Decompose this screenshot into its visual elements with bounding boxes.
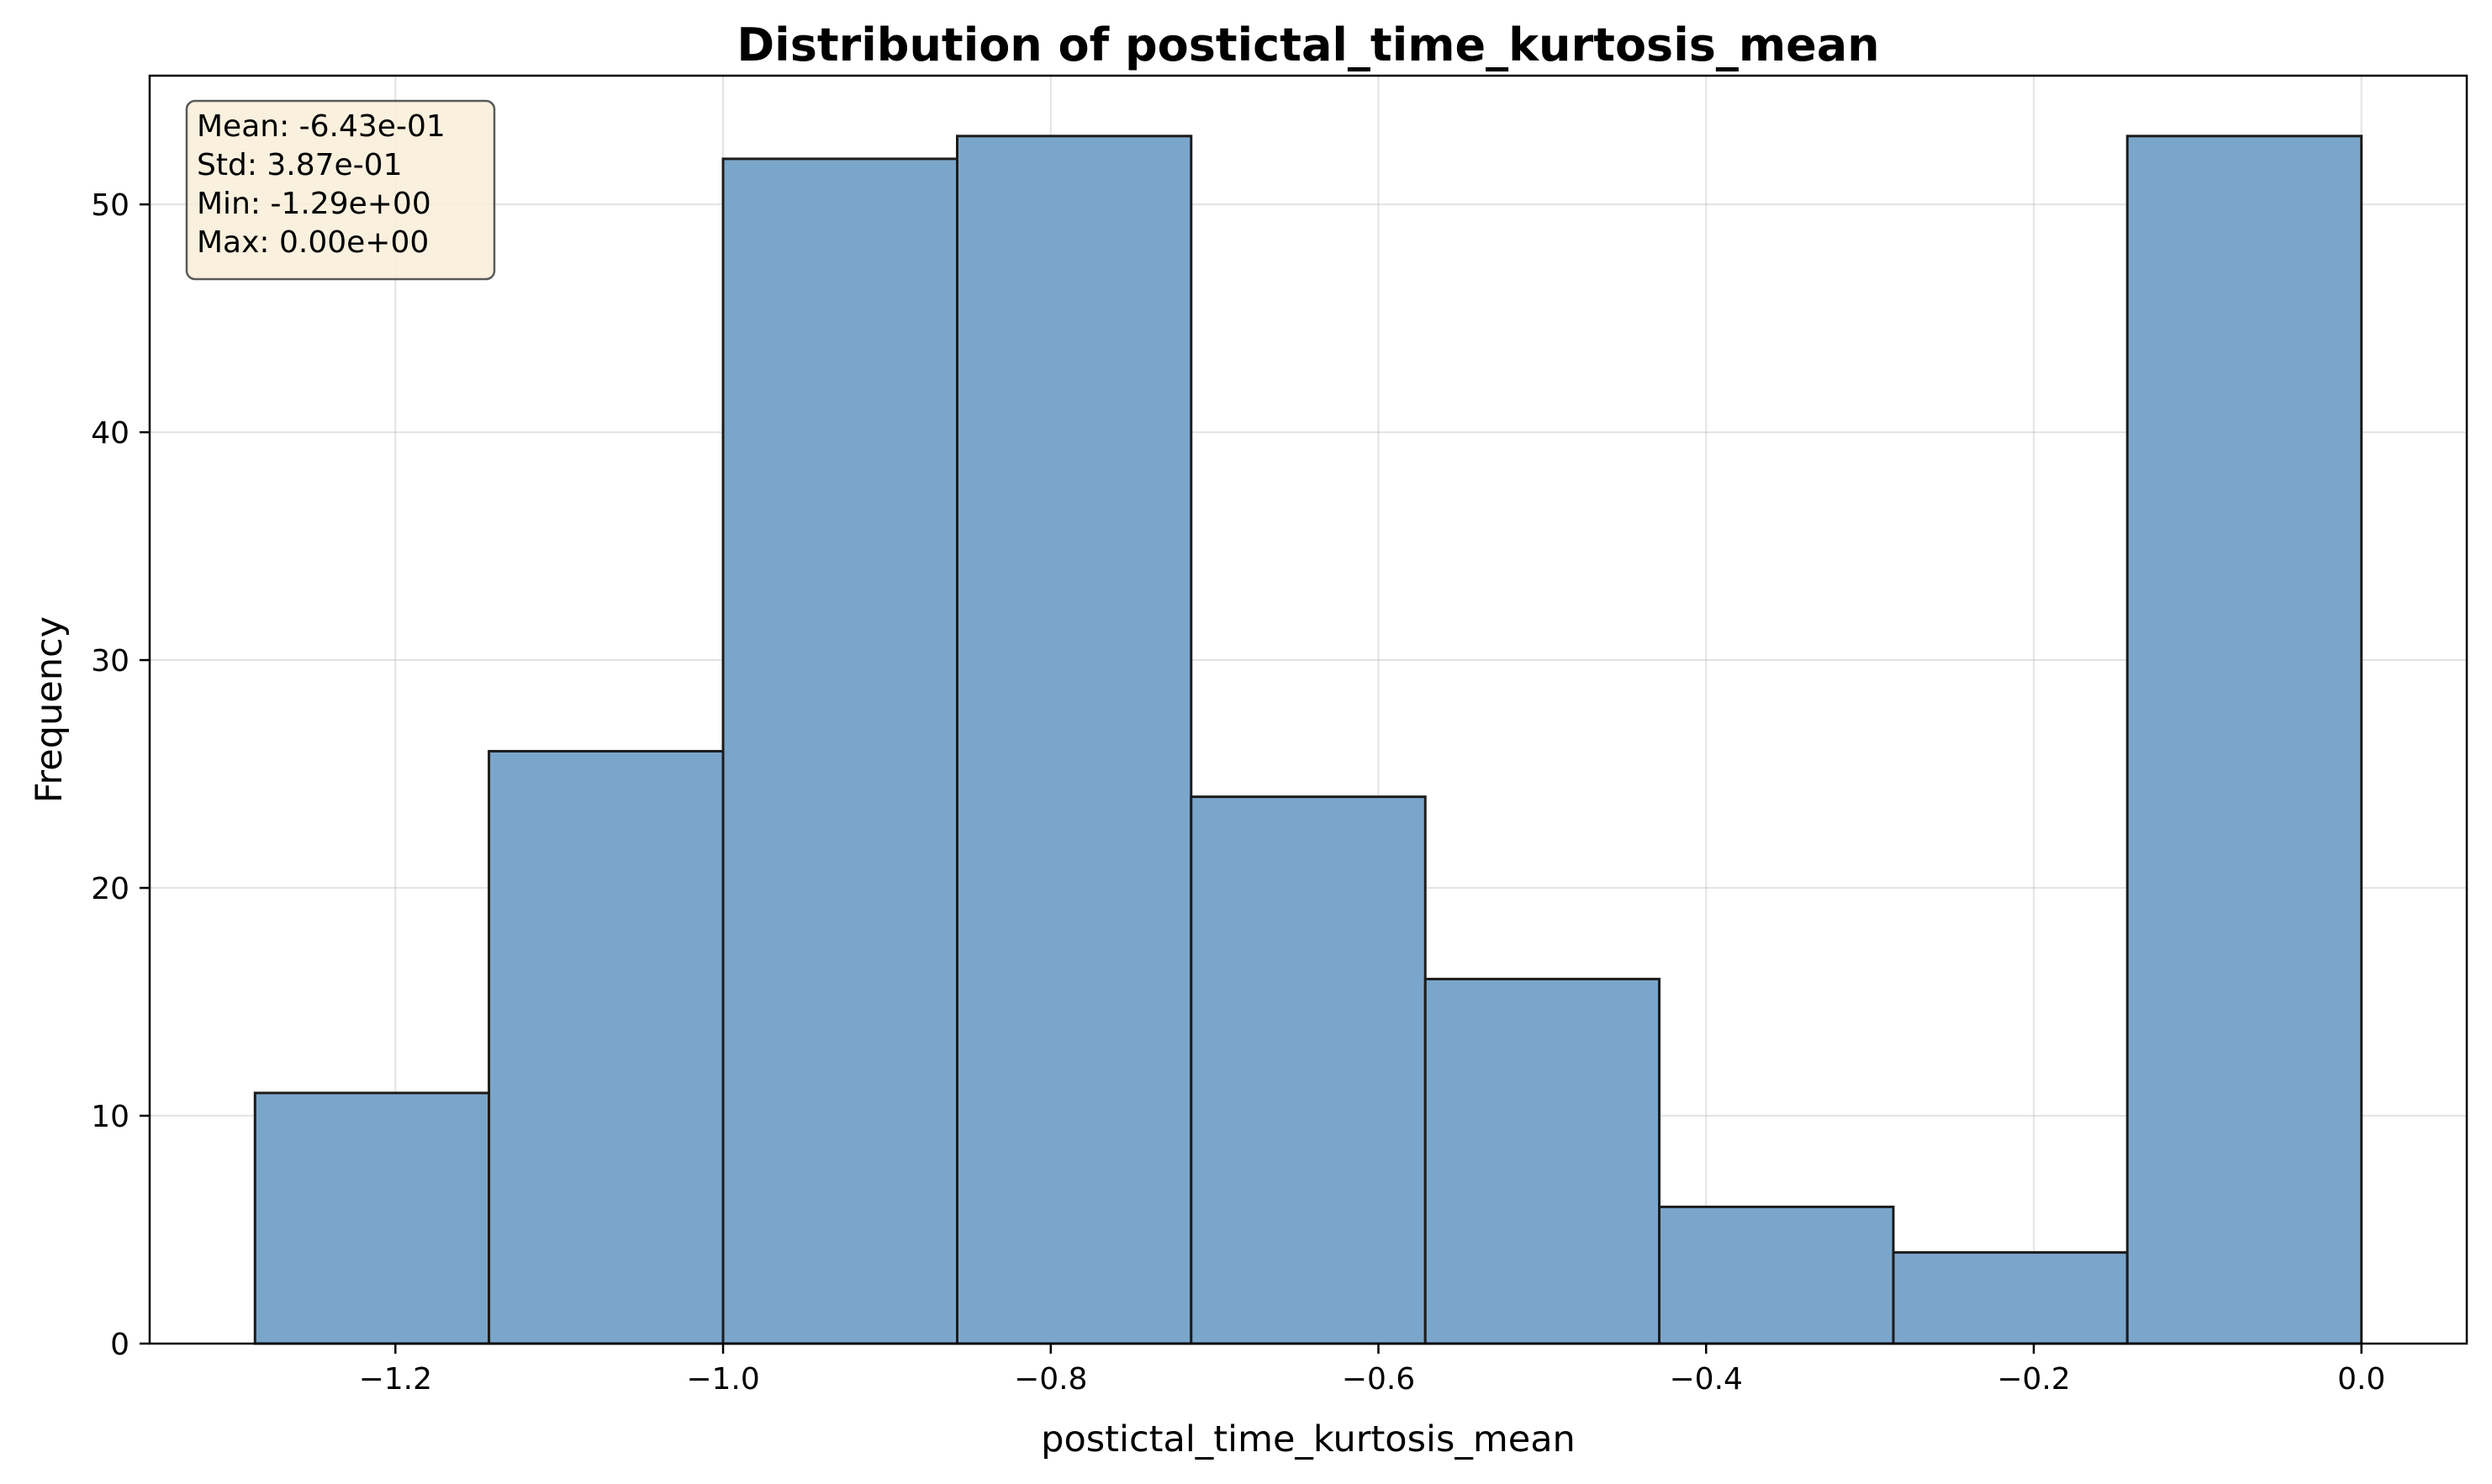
x-axis-label: postictal_time_kurtosis_mean [1041, 1418, 1576, 1460]
histogram-bar [253, 1091, 491, 1345]
histogram-bar [488, 749, 725, 1345]
y-tick-label: 10 [91, 1100, 129, 1134]
x-tick-label: −0.4 [1670, 1362, 1743, 1397]
x-tick-label: −0.2 [1997, 1362, 2070, 1397]
x-tick-label: −1.2 [359, 1362, 432, 1397]
histogram-bar [1658, 1205, 1895, 1345]
chart-title: Distribution of postictal_time_kurtosis_… [737, 18, 1879, 71]
x-tick-label: 0.0 [2337, 1362, 2385, 1397]
y-tick-label: 40 [91, 416, 129, 451]
stats-std: Std: 3.87e-01 [197, 148, 403, 182]
histogram-bar [721, 157, 958, 1345]
stats-mean: Mean: -6.43e-01 [197, 109, 446, 144]
y-tick-label: 20 [91, 872, 129, 906]
x-tick-label: −0.6 [1342, 1362, 1415, 1397]
x-tick-label: −1.0 [686, 1362, 759, 1397]
plot-frame [148, 74, 2468, 1345]
y-axis-ticks: 0 10 20 30 40 50 [91, 188, 150, 1362]
histogram-bar [1892, 1251, 2129, 1345]
stats-box-background [185, 99, 496, 281]
y-tick-label: 50 [91, 188, 129, 223]
y-tick-label: 0 [110, 1328, 129, 1362]
stats-box: Mean: -6.43e-01 Std: 3.87e-01 Min: -1.29… [185, 99, 496, 281]
histogram-bars [253, 135, 2363, 1345]
stats-max: Max: 0.00e+00 [197, 225, 429, 260]
histogram-bar [955, 135, 1193, 1345]
y-axis-label: Frequency [29, 616, 71, 803]
histogram-bar [2125, 135, 2363, 1345]
histogram-bar [1190, 795, 1427, 1345]
histogram-bar [1423, 977, 1661, 1345]
x-tick-label: −0.8 [1014, 1362, 1087, 1397]
x-axis-ticks: −1.2 −1.0 −0.8 −0.6 −0.4 −0.2 0.0 [359, 1344, 2385, 1397]
y-tick-label: 30 [91, 644, 129, 679]
stats-min: Min: -1.29e+00 [197, 187, 431, 221]
